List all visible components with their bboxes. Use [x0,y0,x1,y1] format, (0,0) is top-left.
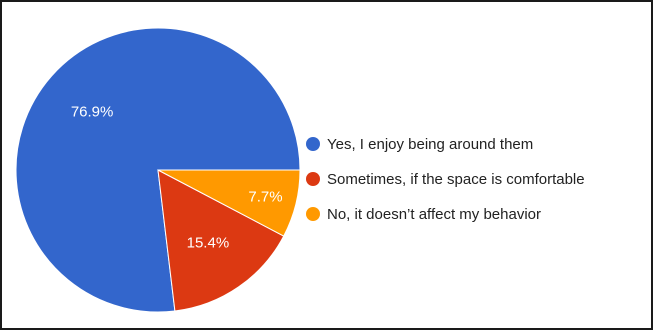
legend-label-3: No, it doesn’t affect my behavior [327,206,541,223]
pie-slice-labels: 76.9% 15.4% 7.7% [71,104,283,252]
pie-slice-2 [157,169,285,312]
pie-slices [15,27,301,313]
pie-slice-3 [157,169,301,237]
legend-swatch-3 [306,207,320,221]
legend-label-2: Sometimes, if the space is comfortable [327,171,585,188]
legend-swatch-1 [306,137,320,151]
legend: Yes, I enjoy being around them Sometimes,… [306,136,585,223]
slice-label-2: 15.4% [187,235,230,252]
legend-label-1: Yes, I enjoy being around them [327,136,533,153]
slice-label-3: 7.7% [248,189,282,206]
legend-swatch-2 [306,172,320,186]
slice-label-1: 76.9% [71,104,114,121]
